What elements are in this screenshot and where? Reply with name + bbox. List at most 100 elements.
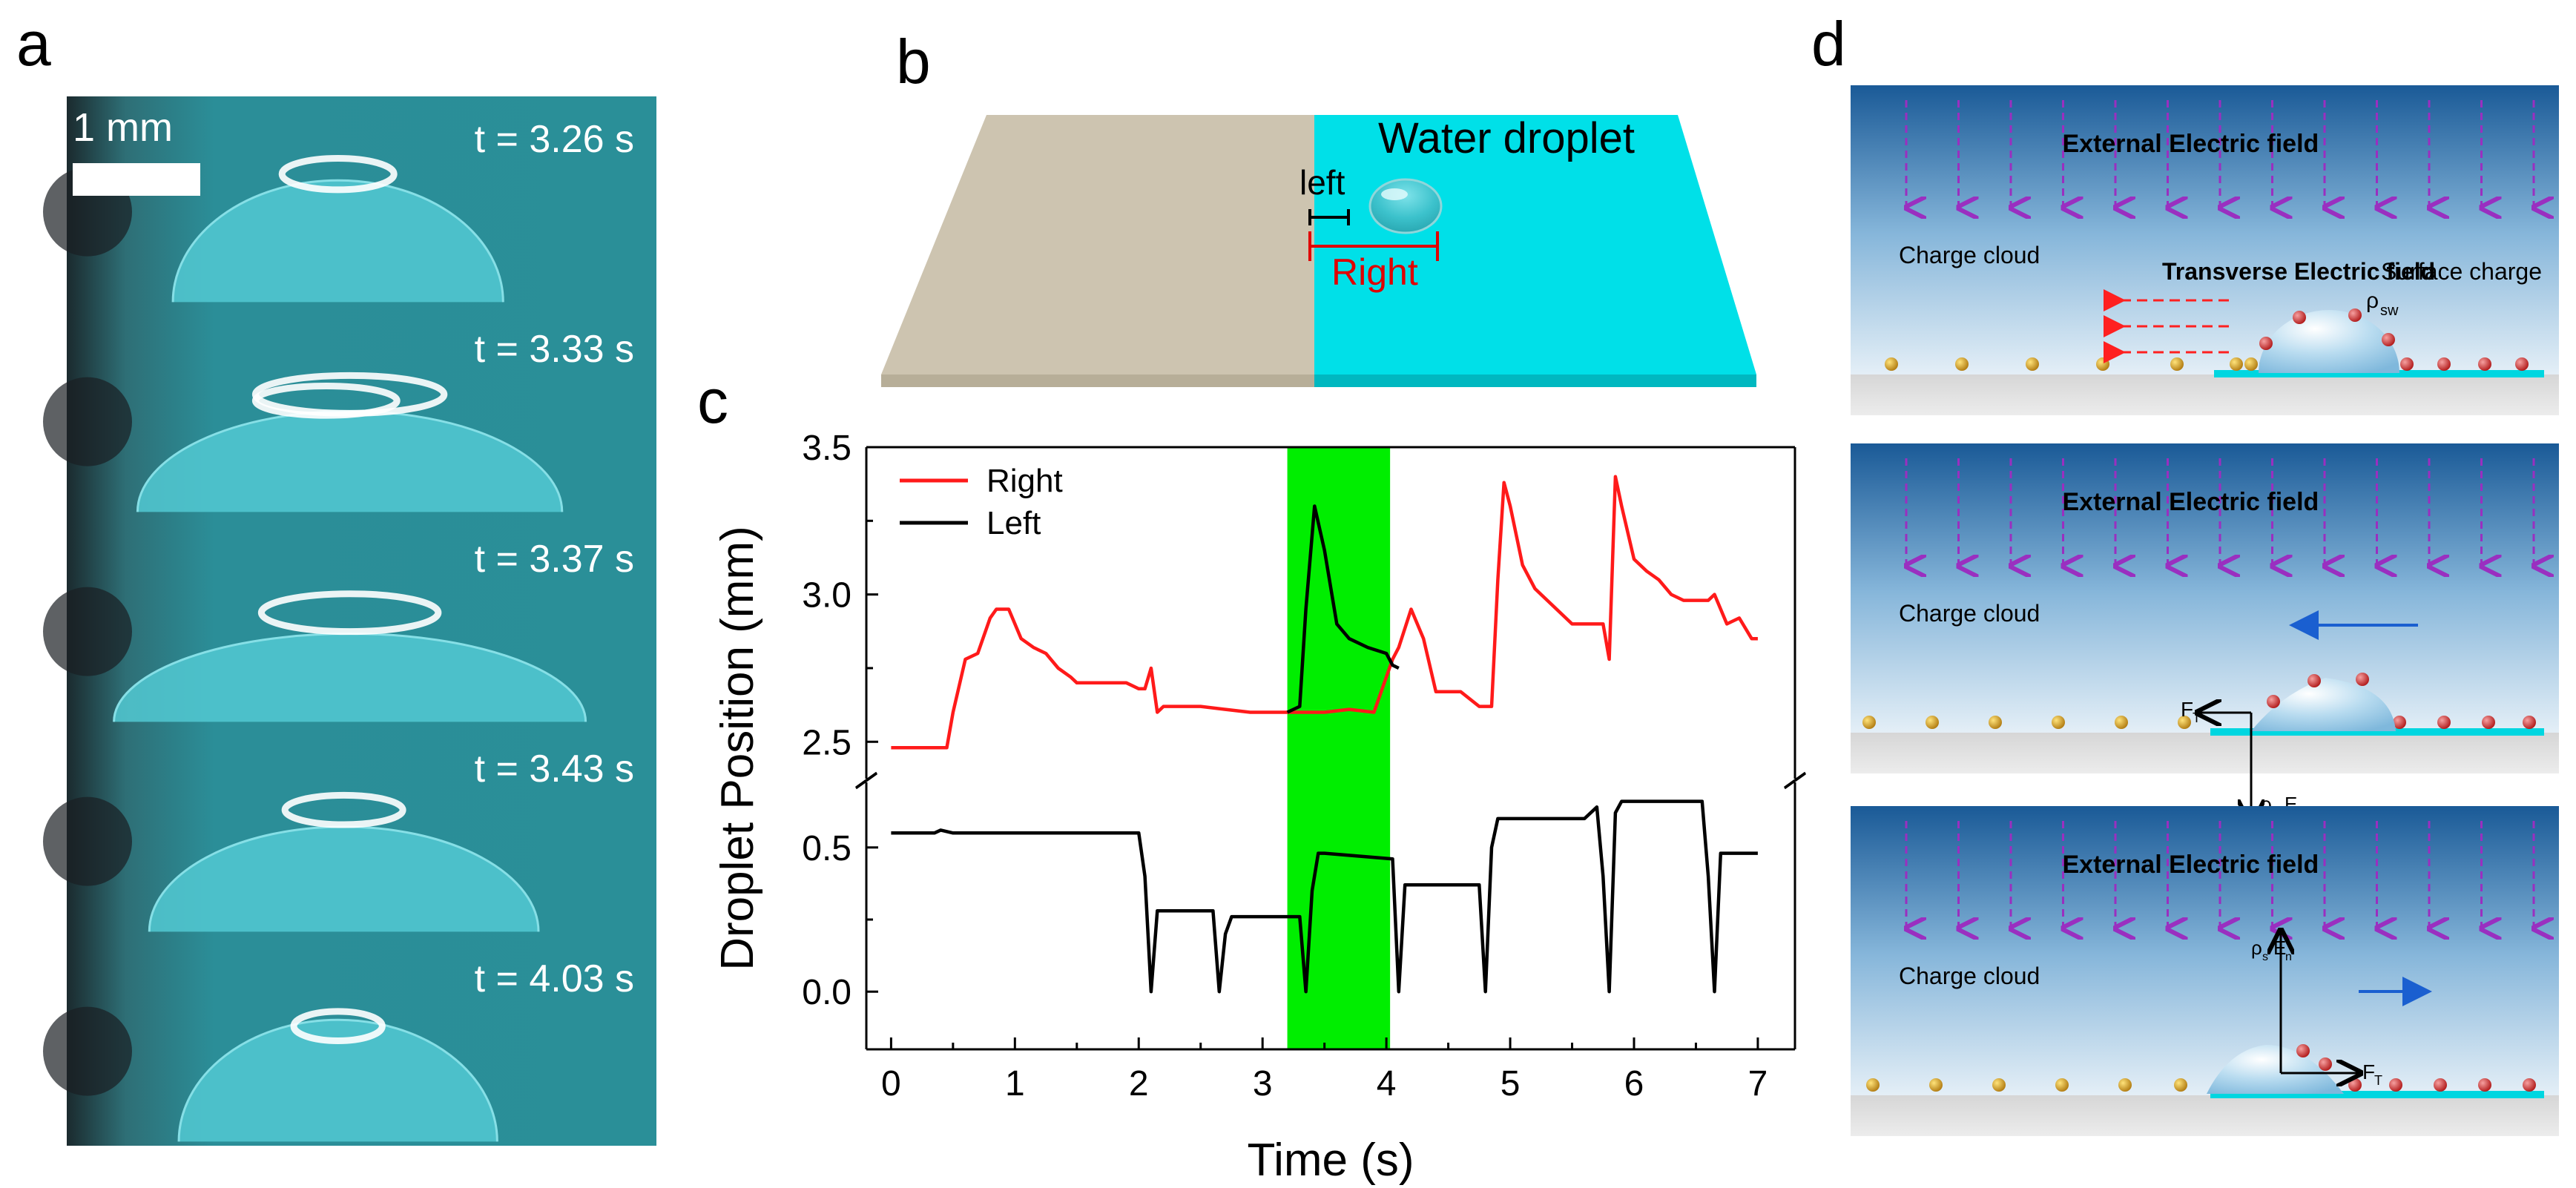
- legend: Right Left: [900, 463, 1063, 541]
- rho-sw-label: ρ: [2366, 288, 2379, 313]
- surface-charge: [2482, 716, 2495, 729]
- neutral-charge: [2118, 1078, 2132, 1092]
- substrate: [1851, 733, 2559, 773]
- droplet-highlight: [1381, 188, 1408, 200]
- needle-shadow: [43, 796, 132, 886]
- x-tick-label: 7: [1748, 1064, 1768, 1103]
- surface-charge: [2437, 716, 2451, 729]
- force-sub: T: [2374, 1073, 2382, 1088]
- water-droplet: [1368, 178, 1443, 234]
- panel-c-letter: c: [697, 366, 728, 436]
- neutral-charge: [2178, 716, 2191, 729]
- droplet-charge: [2319, 1057, 2332, 1071]
- needle-shadow: [43, 587, 132, 676]
- x-tick-label: 5: [1501, 1064, 1521, 1103]
- frame-3: t = 3.37 s: [43, 516, 656, 726]
- panel-a-letter: a: [16, 9, 51, 79]
- x-axis-label: Time (s): [1248, 1135, 1414, 1186]
- coated-surface: [2214, 370, 2544, 377]
- surface-charge: [2400, 357, 2414, 371]
- surface-charge: [2523, 716, 2536, 729]
- droplet: [2251, 678, 2396, 731]
- normal-e: E: [2273, 937, 2286, 959]
- droplet-outline: [171, 179, 504, 303]
- coated-surface: [2210, 1091, 2544, 1098]
- scale-bar: 1 mm: [73, 105, 200, 196]
- bare-substrate: [881, 115, 1314, 374]
- droplet: [149, 826, 539, 932]
- reflection-ring: [281, 791, 406, 828]
- droplet: [2259, 310, 2399, 373]
- droplet: [179, 1020, 498, 1142]
- neutral-charge: [2052, 716, 2065, 729]
- neutral-charge: [2096, 357, 2109, 371]
- droplet-charge: [2259, 337, 2273, 350]
- surface-charge: [2515, 357, 2529, 371]
- surface-charge: [2478, 1078, 2491, 1092]
- surface-charge: [2523, 1078, 2536, 1092]
- frame-4: t = 3.43 s: [43, 726, 656, 936]
- droplet: [137, 411, 562, 512]
- droplet: [173, 180, 504, 303]
- surface-charge: [2478, 357, 2491, 371]
- scale-label: 1 mm: [73, 105, 173, 150]
- droplet-charge: [2356, 673, 2369, 686]
- rho-sw-sub: sw: [2380, 303, 2399, 319]
- x-tick-label: 2: [1129, 1064, 1149, 1103]
- y-tick-label: 3.0: [802, 576, 851, 616]
- y-axis-label: Droplet Position (mm): [712, 526, 763, 970]
- neutral-charge: [2230, 357, 2243, 371]
- highlight-band: [1287, 447, 1391, 1049]
- x-tick-label: 0: [881, 1064, 901, 1103]
- neutral-charge: [2244, 357, 2258, 371]
- series-left-lower: [891, 799, 1758, 994]
- neutral-charge: [1885, 357, 1898, 371]
- panel-b: Water droplet left Right: [881, 114, 1756, 387]
- neutral-charge: [1929, 1078, 1943, 1092]
- subpanel-3: External Electric field Charge cloud ρ s En F…: [1851, 806, 2559, 1136]
- neutral-charge: [1862, 716, 1876, 729]
- legend-right-label: Right: [986, 463, 1063, 499]
- reflection-ring: [290, 1008, 386, 1044]
- frame-time: t = 3.37 s: [475, 538, 634, 581]
- surface-charge: [2434, 1078, 2447, 1092]
- frame-time: t = 4.03 s: [475, 957, 634, 1000]
- field-label: External Electric field: [2062, 488, 2319, 516]
- charge-cloud-label: Charge cloud: [1899, 600, 2040, 627]
- chart-c: 2.5 3.0 3.5 0.0 0.5 0 1 2 3 4 5 6 7 Time (s) Droplet P…: [712, 429, 1806, 1186]
- droplet: [2207, 1045, 2344, 1094]
- neutral-charge: [2174, 1078, 2187, 1092]
- droplet-charge: [2293, 311, 2306, 324]
- frame-time: t = 3.43 s: [475, 748, 634, 791]
- x-tick-label: 4: [1377, 1064, 1397, 1103]
- legend-left-label: Left: [986, 505, 1041, 541]
- neutral-charge: [1992, 1078, 2006, 1092]
- frame-time: t = 3.33 s: [475, 328, 634, 371]
- water-droplet-label: Water droplet: [1378, 114, 1635, 162]
- series-left-upper: [1286, 504, 1400, 714]
- coated-substrate: [1314, 115, 1756, 374]
- break-right-2: [1784, 772, 1806, 790]
- series-right-upper: [891, 475, 1758, 750]
- x-tick-label: 3: [1253, 1064, 1273, 1103]
- neutral-charge: [1926, 716, 1939, 729]
- coated-surface: [2210, 728, 2544, 736]
- charge-cloud-label: Charge cloud: [1899, 242, 2040, 268]
- panel-d-letter: d: [1811, 9, 1846, 79]
- force-label: F: [2181, 698, 2193, 721]
- reflection-ring: [251, 383, 401, 419]
- panel-d: External Electric field Charge cloud Trans…: [1851, 85, 2559, 1136]
- charge-cloud-label: Charge cloud: [1899, 963, 2040, 989]
- panel-b-letter: b: [896, 27, 931, 96]
- scale-bar-rect: [73, 163, 200, 196]
- droplet-outline: [177, 1018, 498, 1142]
- needle-shadow: [43, 1006, 132, 1096]
- neutral-charge: [1866, 1078, 1880, 1092]
- normal-rho: ρ: [2251, 937, 2262, 959]
- substrate: [1851, 1095, 2559, 1136]
- normal-rho-sub: s: [2262, 951, 2268, 963]
- break-left-2: [855, 772, 877, 790]
- surface-charge: [2437, 357, 2451, 371]
